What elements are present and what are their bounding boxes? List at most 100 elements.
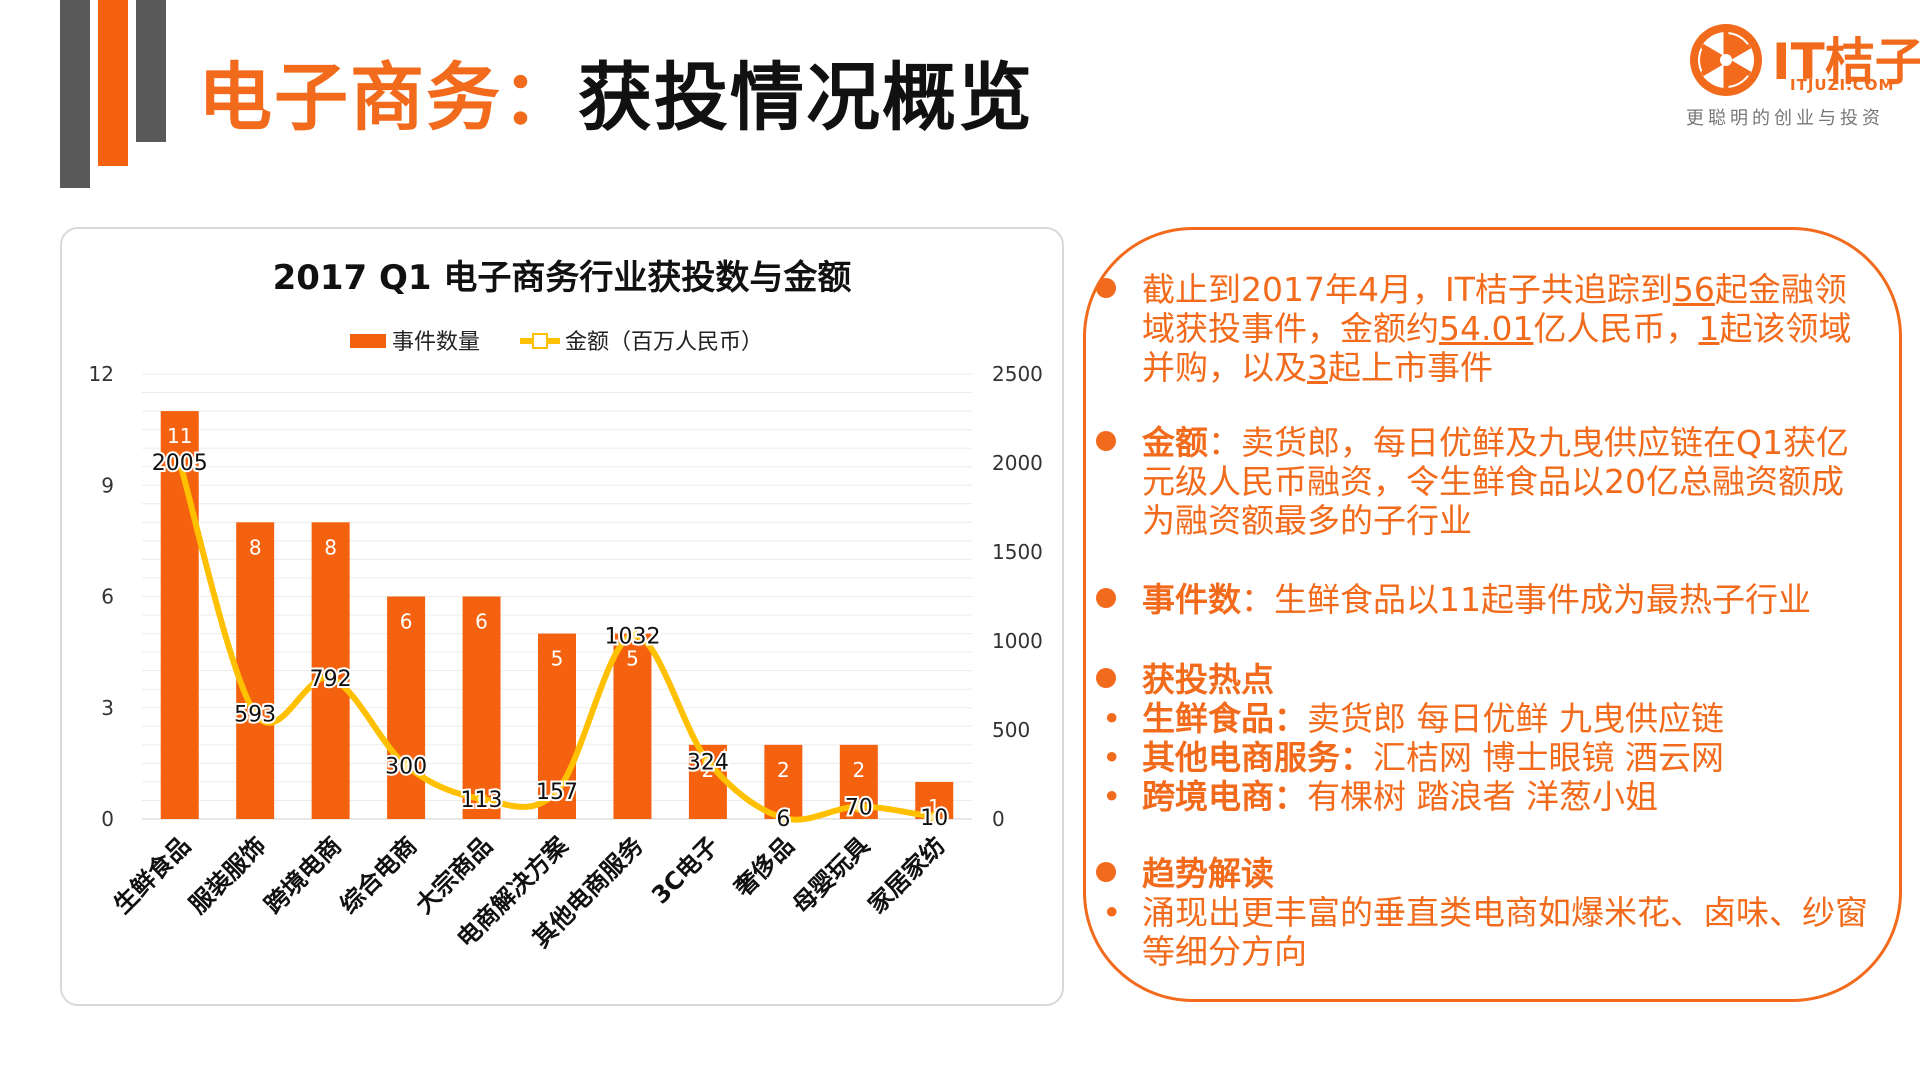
hotspot-item-text: 汇桔网 博士眼镜 酒云网 [1373,738,1724,777]
logo-brand: IT桔子 [1772,33,1920,91]
category-label: 母婴玩具 [787,831,875,919]
amount-data-label: 300 [385,755,427,780]
bar [236,522,275,819]
amount-point [249,707,262,720]
right-axis-tick: 2000 [992,451,1043,475]
amount-data-label: 792 [310,667,352,692]
legend-line-label: 金额（百万人民币） [565,330,763,355]
logo: IT桔子 ITJUZI.COM 更聪明的创业与投资 [1686,20,1920,140]
page-title: 电子商务：获投情况概览 [198,38,1034,145]
bar [764,744,803,819]
left-axis-tick: 12 [89,362,114,386]
legend-line-marker [532,333,548,349]
events-label: 事件数 [1142,580,1241,619]
category-label: 生鲜食品 [108,831,196,919]
overview-ipo-count: 3 [1307,348,1328,387]
bar [613,633,652,819]
amount-data-label: 70 [845,796,873,821]
chart-title: 2017 Q1 电子商务行业获投数与金额 [273,258,852,298]
amount-point [400,759,413,772]
overview-text-2: 起金融领域获投事件，金额约 [1142,270,1847,348]
hotspot-item-label: 跨境电商： [1142,777,1307,816]
amount-point [701,755,714,768]
amount-data-label: 113 [461,788,503,813]
category-label: 跨境电商 [259,831,347,919]
hotspot-item-label: 其他电商服务： [1142,738,1373,777]
bar-data-label: 5 [551,647,564,671]
bar [462,596,501,819]
overview-text-4: 起该领域并购，以及 [1142,309,1852,387]
hotspot-item: • 其他电商服务：汇桔网 博士眼镜 酒云网 [1102,738,1870,777]
sub-bullet-icon: • [1102,738,1122,777]
bar [311,522,350,819]
bar-data-label: 2 [777,758,790,782]
category-label: 3C电子 [646,831,724,909]
bullet-dot-icon [1096,668,1116,688]
legend-bar-swatch [350,334,386,348]
chart: 2017 Q1 电子商务行业获投数与金额 事件数量 金额（百万人民币） 0 3 6 9… [89,258,1043,953]
amount-data-label: 593 [234,702,276,727]
left-axis-tick: 6 [101,585,114,609]
bar-data-label: 5 [626,647,639,671]
category-label: 家居家纺 [863,831,951,919]
logo-slogan: 更聪明的创业与投资 [1686,108,1884,129]
amount-point [852,800,865,813]
amount-data-label: 1032 [604,624,660,649]
amount-point [173,456,186,469]
bullet-dot-icon [1096,862,1116,882]
trend-text: 涌现出更丰富的垂直类电商如爆米花、卤味、纱窗等细分方向 [1142,893,1868,971]
sub-bullet-icon: • [1102,893,1122,932]
decor-stripe-dark [60,0,90,188]
events-text: ：生鲜食品以11起事件成为最热子行业 [1241,580,1811,619]
bullet-dot-icon [1096,278,1116,298]
amount-point [928,811,941,824]
bullet-dot-icon [1096,588,1116,608]
right-axis-tick: 1500 [992,540,1043,564]
amount-label: 金额 [1142,423,1208,462]
bar-data-label: 6 [475,610,488,634]
summary-card: 截止到2017年4月，IT桔子共追踪到56起金融领域获投事件，金额约54.01亿… [1083,227,1902,1002]
bullet-dot-icon [1096,431,1116,451]
amount-data-label: 2005 [152,451,208,476]
overview-amount: 54.01 [1439,309,1534,348]
right-axis-tick: 0 [992,807,1005,831]
chart-card: 2017 Q1 电子商务行业获投数与金额 事件数量 金额（百万人民币） 0 3 6 9… [60,227,1064,1006]
page-title-main: 获投情况概览 [578,55,1034,141]
amount-point [475,792,488,805]
summary-bullet-trend: 趋势解读 • 涌现出更丰富的垂直类电商如爆米花、卤味、纱窗等细分方向 [1096,854,1870,971]
legend-bar-label: 事件数量 [392,330,480,355]
chart-legend: 事件数量 金额（百万人民币） [350,330,763,355]
amount-data-label: 324 [687,750,729,775]
amount-point [551,785,563,798]
bar-data-label: 11 [167,424,192,448]
orange-slice-icon [1690,24,1762,96]
logo-domain: ITJUZI.COM [1790,76,1895,94]
right-axis-tick: 1000 [992,629,1043,653]
decor-stripe-dark-short [136,0,166,142]
summary-bullet-hotspots: 获投热点 • 生鲜食品：卖货郎 每日优鲜 九曳供应链 • 其他电商服务：汇桔网 博士… [1096,660,1870,816]
hotspot-item: • 跨境电商：有棵树 踏浪者 洋葱小姐 [1102,777,1870,816]
amount-data-label: 157 [536,780,578,805]
bar [160,411,199,819]
overview-mna-count: 1 [1698,309,1720,348]
sub-bullet-icon: • [1102,699,1122,738]
bar-data-label: 8 [249,535,262,559]
hotspot-item-text: 有棵树 踏浪者 洋葱小姐 [1307,777,1658,816]
category-label: 服装服饰 [184,831,272,919]
amount-point [777,811,790,824]
left-axis-tick: 9 [101,473,114,497]
summary-bullet-events: 事件数：生鲜食品以11起事件成为最热子行业 [1096,580,1870,619]
hotspot-item-label: 生鲜食品： [1142,699,1307,738]
bar [387,596,426,819]
amount-text: ：卖货郎，每日优鲜及九曳供应链在Q1获亿元级人民币融资，令生鲜食品以20亿总融资… [1142,423,1849,540]
bar-data-label: 6 [400,610,413,634]
bar-data-label: 2 [852,758,865,782]
right-axis-tick: 500 [992,718,1030,742]
hotspot-item: • 生鲜食品：卖货郎 每日优鲜 九曳供应链 [1102,699,1870,738]
category-label: 综合电商 [335,831,423,919]
trend-label: 趋势解读 [1142,854,1274,893]
decor-stripe-orange [98,0,128,166]
overview-text-5: 起上市事件 [1328,348,1493,387]
amount-data-label: 10 [920,806,948,831]
page-title-prefix: 电子商务： [198,55,578,141]
